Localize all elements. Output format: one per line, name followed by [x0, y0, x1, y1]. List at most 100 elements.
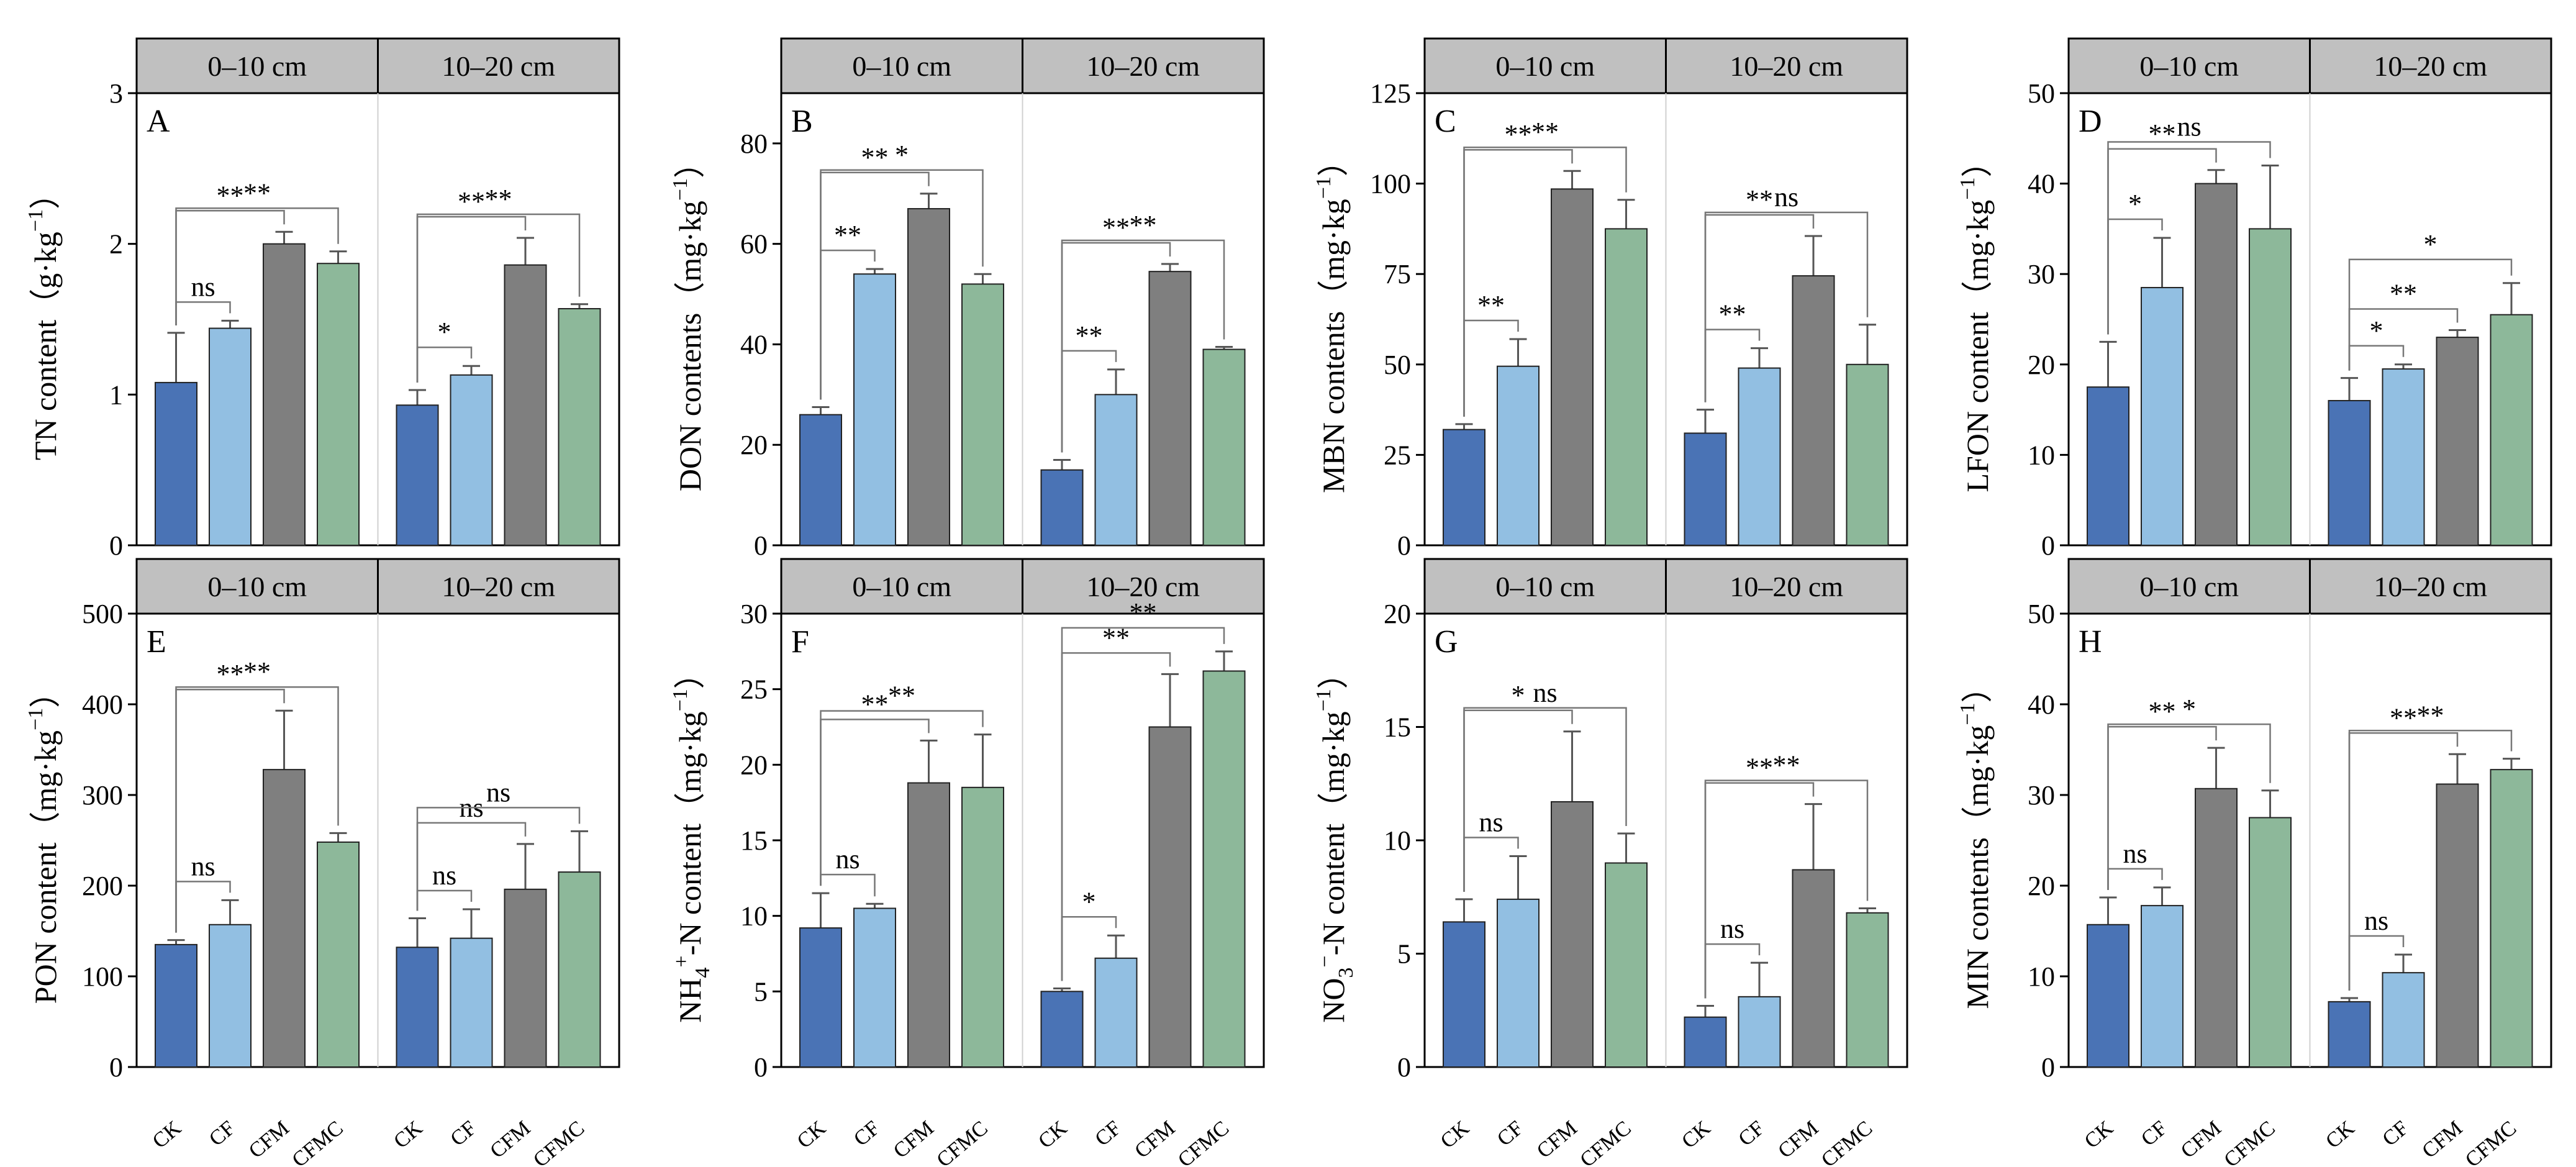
- bar-cf: [209, 924, 252, 1068]
- y-tick-label: 25: [740, 674, 768, 705]
- panel-h: 0–10 cm 10–20 cm 0 10 20 30 40 50 MIN contents（m…: [1956, 558, 2552, 1167]
- strip-label: 10–20 cm: [1086, 571, 1200, 602]
- bar-cfmc: [558, 308, 601, 546]
- strip-label: 10–20 cm: [1730, 571, 1843, 602]
- bar-cfm: [504, 264, 547, 546]
- bar-cf: [2141, 905, 2184, 1068]
- y-tick-label: 5: [1397, 939, 1411, 969]
- y-tick-label: 0: [109, 1052, 123, 1083]
- sig-label: **: [217, 180, 244, 211]
- bar-cfmc: [1846, 363, 1889, 546]
- y-axis-label-part: -N content（mg·kg: [673, 711, 707, 955]
- bar-ck: [155, 381, 197, 546]
- bar-cf: [450, 374, 493, 547]
- sig-bracket: [1463, 837, 1519, 892]
- sig-label: **: [243, 656, 271, 687]
- bar-cfm: [1551, 801, 1594, 1068]
- sig-bracket: [175, 207, 339, 325]
- sig-label: *: [2128, 189, 2142, 219]
- panel-e: 0–10 cm 10–20 cm 0 100 200 300 400 500 PON conte…: [24, 558, 620, 1167]
- y-tick-label: 40: [2028, 689, 2055, 720]
- sig-label: **: [861, 142, 889, 173]
- x-tick-label: CK: [2080, 1116, 2118, 1153]
- x-tick-label: CK: [1436, 1116, 1474, 1153]
- strip-label: 0–10 cm: [1495, 571, 1595, 602]
- x-tick-label: CK: [2321, 1116, 2359, 1153]
- bar-ck: [1443, 429, 1485, 547]
- bar-cfm: [2195, 788, 2238, 1068]
- y-axis-label-sup: −1: [1956, 702, 1979, 725]
- panel-g: 0–10 cm 10–20 cm 0 5 10 15 20 NO3−-N content（mg…: [1312, 558, 1908, 1167]
- sig-label: **: [243, 178, 271, 208]
- x-tick-label: CFMC: [1817, 1117, 1877, 1167]
- strip-label: 0–10 cm: [2139, 571, 2239, 602]
- y-tick-label: 60: [740, 229, 768, 260]
- bar-cf: [853, 907, 896, 1068]
- sig-label: **: [2390, 702, 2417, 733]
- y-tick-label: 80: [740, 129, 768, 159]
- y-axis-label-sup: −1: [24, 708, 47, 730]
- y-axis-label-sup: −1: [669, 689, 692, 711]
- bar-cfm: [1148, 271, 1192, 546]
- y-tick-label: 20: [2028, 871, 2055, 901]
- bar-cf: [2382, 368, 2425, 547]
- x-tick-label: CK: [389, 1116, 427, 1153]
- sig-bracket: [1704, 779, 1869, 999]
- bar-cfmc: [1605, 862, 1648, 1068]
- y-axis-label: DON contents（mg·kg−1）: [669, 147, 707, 491]
- bar-cfm: [1792, 275, 1835, 546]
- sig-label: ns: [2364, 906, 2388, 936]
- bar-cf: [1094, 957, 1138, 1068]
- sig-label: **: [834, 220, 861, 250]
- y-axis-label-part: ）: [1960, 147, 1995, 178]
- bar-ck: [1040, 991, 1084, 1068]
- y-tick-label: 10: [740, 901, 768, 932]
- bar-cfm: [2436, 783, 2479, 1068]
- sig-bracket: [175, 686, 339, 933]
- bar-ck: [396, 947, 439, 1068]
- y-tick-label: 20: [2028, 350, 2055, 380]
- y-tick-label: 3: [109, 78, 123, 109]
- sig-label: ns: [432, 860, 456, 891]
- strip-header: [1665, 558, 1908, 615]
- y-axis-label-part: PON content（mg·kg: [28, 730, 63, 1004]
- bar-cf: [853, 273, 896, 546]
- bar-ck: [2328, 400, 2371, 546]
- sig-label: **: [1130, 210, 1157, 240]
- x-tick-label: CFMC: [932, 1117, 992, 1167]
- bar-cfm: [263, 243, 306, 546]
- bar-cf: [2382, 972, 2425, 1068]
- y-axis-label: MBN contents（mg·kg−1）: [1312, 145, 1351, 493]
- sig-label: *: [2424, 229, 2438, 260]
- y-tick-label: 30: [740, 599, 768, 629]
- sig-label: *: [1082, 886, 1096, 917]
- sig-bracket: [2348, 730, 2513, 991]
- x-tick-label: CFMC: [2461, 1117, 2521, 1167]
- sig-label: **: [2417, 700, 2444, 730]
- x-tick-label: CK: [793, 1116, 830, 1153]
- sig-label: *: [1512, 680, 1525, 711]
- strip-label: 0–10 cm: [852, 50, 951, 82]
- bar-ck: [396, 404, 439, 546]
- bar-cfm: [504, 888, 547, 1068]
- y-axis-label-part: DON contents（mg·kg: [673, 201, 707, 491]
- y-axis-label-sup: −1: [1312, 689, 1335, 711]
- y-tick-label: 40: [740, 329, 768, 360]
- bar-ck: [2328, 1001, 2371, 1068]
- sig-label: **: [485, 184, 512, 214]
- y-axis-label: NO3−-N content（mg·kg−1）: [1312, 658, 1358, 1023]
- sig-label: ns: [2123, 838, 2147, 869]
- y-axis-label-part: ）: [1960, 671, 1995, 702]
- y-axis-label-part: ）: [673, 658, 707, 689]
- bar-cfmc: [1846, 912, 1889, 1068]
- y-axis-label-part: LFON content（mg·kg: [1960, 200, 1995, 493]
- y-axis-label-part: TN content（g·kg: [28, 232, 63, 460]
- y-tick-label: 300: [82, 780, 123, 811]
- bar-cf: [1497, 898, 1540, 1068]
- bar-cfm: [1551, 188, 1594, 546]
- bar-cfm: [263, 769, 306, 1068]
- y-tick-label: 200: [82, 871, 123, 901]
- x-tick-label: CFMC: [1174, 1117, 1233, 1167]
- bar-ck: [1443, 921, 1485, 1068]
